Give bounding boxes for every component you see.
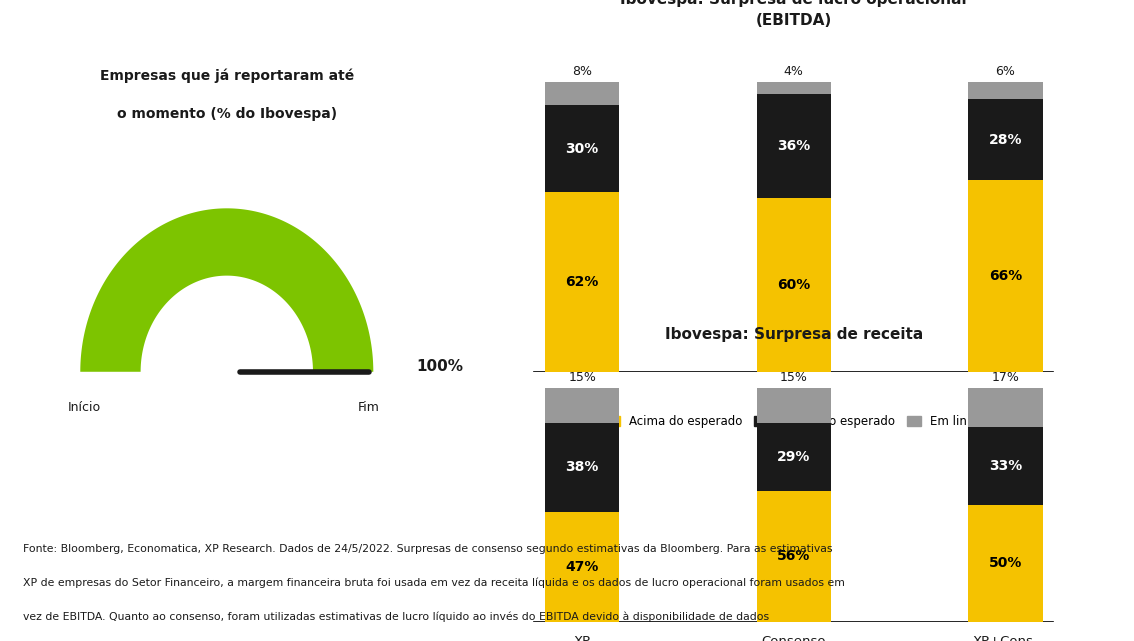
Bar [968, 504, 1042, 622]
Text: 36%: 36% [777, 138, 811, 153]
Bar [968, 82, 1042, 99]
Legend: Acima do esperado, Abaixo do esperado, Em linha: Acima do esperado, Abaixo do esperado, E… [601, 410, 987, 433]
Text: 17%: 17% [991, 371, 1019, 384]
Bar [756, 198, 831, 372]
Text: XP de empresas do Setor Financeiro, a margem financeira bruta foi usada em vez d: XP de empresas do Setor Financeiro, a ma… [23, 578, 845, 588]
Text: XP: XP [574, 388, 591, 401]
Text: 28%: 28% [989, 133, 1022, 147]
Bar [756, 423, 831, 490]
Text: vez de EBITDA. Quanto ao consenso, foram utilizadas estimativas de lucro líquido: vez de EBITDA. Quanto ao consenso, foram… [23, 612, 769, 622]
Bar [545, 82, 619, 105]
Text: 8%: 8% [573, 65, 592, 78]
Bar [545, 192, 619, 372]
Text: Início: Início [68, 401, 101, 413]
Bar [756, 490, 831, 622]
Text: 30%: 30% [566, 142, 599, 156]
Text: 50%: 50% [989, 556, 1022, 570]
Bar [756, 94, 831, 198]
Text: Fonte: Bloomberg, Economatica, XP Research. Dados de 24/5/2022. Surpresas de con: Fonte: Bloomberg, Economatica, XP Resear… [23, 544, 832, 554]
Text: 56%: 56% [777, 549, 811, 563]
Text: XP: XP [574, 635, 591, 641]
Bar [545, 423, 619, 512]
Bar [756, 388, 831, 423]
Text: 47%: 47% [566, 560, 599, 574]
Title: Ibovespa: Surpresa de lucro operacional
(EBITDA): Ibovespa: Surpresa de lucro operacional … [620, 0, 967, 28]
Text: 60%: 60% [777, 278, 811, 292]
Text: 29%: 29% [777, 450, 811, 463]
Text: 66%: 66% [989, 269, 1022, 283]
Bar [968, 388, 1042, 428]
Bar [545, 105, 619, 192]
Bar [545, 388, 619, 423]
Text: o momento (% do Ibovespa): o momento (% do Ibovespa) [117, 108, 337, 121]
Bar [756, 82, 831, 94]
Text: 38%: 38% [566, 460, 599, 474]
Bar [968, 99, 1042, 181]
Text: 15%: 15% [568, 371, 596, 384]
Text: 15%: 15% [780, 371, 807, 384]
Bar [968, 428, 1042, 504]
Bar [545, 512, 619, 622]
Text: Empresas que já reportaram até: Empresas que já reportaram até [100, 69, 354, 83]
Bar [968, 181, 1042, 372]
Text: XP+Cons.: XP+Cons. [973, 388, 1038, 401]
Text: Consenso: Consenso [762, 635, 826, 641]
Text: 62%: 62% [566, 275, 599, 289]
Text: 33%: 33% [989, 459, 1022, 473]
Text: Consenso: Consenso [762, 388, 826, 401]
Text: Fim: Fim [358, 401, 380, 413]
Text: 100%: 100% [416, 360, 464, 374]
Polygon shape [81, 208, 373, 372]
Text: 4%: 4% [784, 65, 804, 78]
Text: 6%: 6% [996, 65, 1015, 78]
Text: XP+Cons.: XP+Cons. [973, 635, 1038, 641]
Title: Ibovespa: Surpresa de receita: Ibovespa: Surpresa de receita [665, 327, 923, 342]
